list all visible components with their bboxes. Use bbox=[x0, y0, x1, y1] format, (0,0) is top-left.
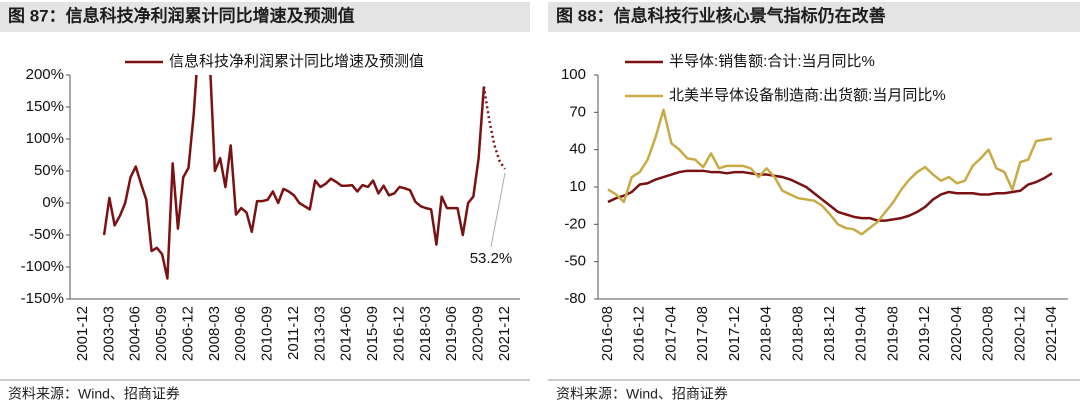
legend-label: 北美半导体设备制造商:出货额:当月同比% bbox=[669, 87, 946, 104]
x-tick-label: 2003-03 bbox=[100, 306, 117, 361]
source-note: 资料来源：Wind、招商证券 bbox=[8, 386, 180, 402]
x-tick-label: 2019-08 bbox=[884, 306, 901, 361]
value-label: 53.2% bbox=[470, 250, 513, 267]
source-note: 资料来源：Wind、招商证券 bbox=[556, 386, 728, 402]
x-tick-label: 2020-08 bbox=[980, 306, 997, 361]
x-tick-label: 2017-04 bbox=[662, 306, 679, 361]
x-tick-label: 2018-08 bbox=[789, 306, 806, 361]
y-tick-label: 40 bbox=[569, 141, 586, 158]
y-tick-label: -50% bbox=[29, 226, 64, 243]
y-tick-label: 100 bbox=[561, 66, 586, 83]
y-tick-label: -80 bbox=[564, 290, 586, 307]
x-tick-label: 2019-04 bbox=[853, 306, 870, 361]
line bbox=[482, 86, 507, 170]
y-tick-label: 0% bbox=[42, 194, 64, 211]
x-tick-label: 2018-03 bbox=[417, 306, 434, 361]
y-tick-label: 70 bbox=[569, 103, 586, 120]
x-tick-label: 2014-06 bbox=[338, 306, 355, 361]
x-tick-label: 2008-03 bbox=[206, 306, 223, 361]
x-tick-label: 2017-08 bbox=[694, 306, 711, 361]
plot-area bbox=[607, 108, 1053, 236]
leader-line bbox=[490, 172, 506, 248]
line bbox=[607, 108, 1053, 236]
x-tick-label: 2009-06 bbox=[232, 306, 249, 361]
x-tick-label: 2011-12 bbox=[285, 306, 302, 360]
legend-label: 信息科技净利润累计同比增速及预测值 bbox=[169, 53, 424, 70]
x-tick-label: 2019-06 bbox=[443, 306, 460, 361]
chart-title: 图 88：信息科技行业核心景气指标仍在改善 bbox=[556, 5, 886, 25]
title-bar bbox=[548, 2, 1080, 32]
x-tick-label: 2005-09 bbox=[153, 306, 170, 361]
x-tick-label: 2020-04 bbox=[948, 306, 965, 361]
x-tick-label: 2021-12 bbox=[496, 306, 513, 361]
x-tick-label: 2018-04 bbox=[758, 306, 775, 361]
x-tick-label: 2010-09 bbox=[259, 306, 276, 361]
x-tick-label: 2020-09 bbox=[470, 306, 487, 361]
x-tick-label: 2017-12 bbox=[726, 306, 743, 361]
x-tick-label: 2021-04 bbox=[1043, 306, 1060, 361]
x-tick-label: 2016-08 bbox=[599, 306, 616, 361]
y-tick-label: -20 bbox=[564, 215, 586, 232]
y-tick-label: 100% bbox=[26, 130, 64, 147]
x-tick-label: 2013-03 bbox=[311, 306, 328, 361]
y-tick-label: 50% bbox=[34, 162, 64, 179]
plot-area bbox=[102, 75, 507, 280]
x-tick-label: 2001-12 bbox=[74, 306, 91, 361]
chart-title: 图 87：信息科技净利润累计同比增速及预测值 bbox=[8, 5, 355, 25]
y-tick-label: -100% bbox=[21, 258, 64, 275]
x-tick-label: 2004-06 bbox=[127, 306, 144, 361]
y-tick-label: 200% bbox=[26, 66, 64, 83]
y-tick-label: 10 bbox=[569, 178, 586, 195]
x-tick-label: 2018-12 bbox=[821, 306, 838, 361]
y-tick-label: 150% bbox=[26, 98, 64, 115]
y-tick-label: -150% bbox=[21, 290, 64, 307]
x-tick-label: 2015-09 bbox=[364, 306, 381, 361]
line bbox=[102, 75, 486, 280]
x-tick-label: 2016-12 bbox=[631, 306, 648, 361]
legend-label: 半导体:销售额:合计:当月同比% bbox=[669, 53, 875, 70]
y-tick-label: -50 bbox=[564, 253, 586, 270]
title-bar bbox=[0, 2, 530, 32]
x-tick-label: 2016-12 bbox=[390, 306, 407, 361]
x-tick-label: 2019-12 bbox=[916, 306, 933, 361]
x-tick-label: 2020-12 bbox=[1011, 306, 1028, 361]
x-tick-label: 2006-12 bbox=[179, 306, 196, 361]
line bbox=[607, 169, 1053, 222]
